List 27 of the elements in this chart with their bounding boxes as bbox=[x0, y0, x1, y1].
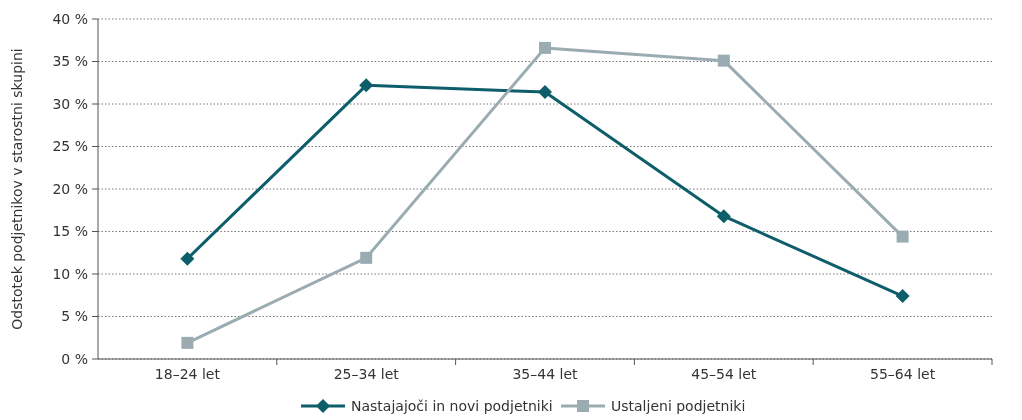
point bbox=[538, 85, 552, 100]
y-axis-title: Odstotek podjetnikov v starostni skupini bbox=[9, 48, 25, 330]
x-tick-label: 35–44 let bbox=[512, 366, 579, 382]
y-tick-label: 20 % bbox=[52, 180, 88, 197]
y-tick-label: 35 % bbox=[52, 53, 88, 70]
point bbox=[181, 336, 194, 349]
legend-label: Nastajajoči in novi podjetniki bbox=[351, 397, 553, 414]
point bbox=[716, 209, 731, 224]
y-tick-label: 40 % bbox=[52, 10, 88, 27]
point bbox=[360, 251, 373, 264]
legend-label: Ustaljeni podjetniki bbox=[611, 397, 746, 414]
y-tick-label: 0 % bbox=[61, 350, 88, 367]
x-tick-label: 55–64 let bbox=[870, 366, 936, 382]
point bbox=[896, 230, 909, 243]
y-tick-label: 5 % bbox=[61, 308, 88, 325]
x-tick-label: 18–24 let bbox=[154, 366, 221, 382]
x-tick-label: 45–54 let bbox=[691, 366, 757, 382]
y-tick-label: 25 % bbox=[52, 138, 88, 155]
y-tick-label: 10 % bbox=[52, 265, 88, 282]
y-tick-label: 30 % bbox=[52, 95, 88, 112]
point bbox=[717, 54, 730, 67]
point bbox=[359, 78, 374, 93]
x-tick-label: 25–34 let bbox=[333, 366, 400, 382]
point bbox=[539, 41, 551, 54]
point bbox=[895, 289, 910, 304]
point bbox=[180, 251, 195, 266]
y-tick-label: 15 % bbox=[52, 223, 88, 240]
